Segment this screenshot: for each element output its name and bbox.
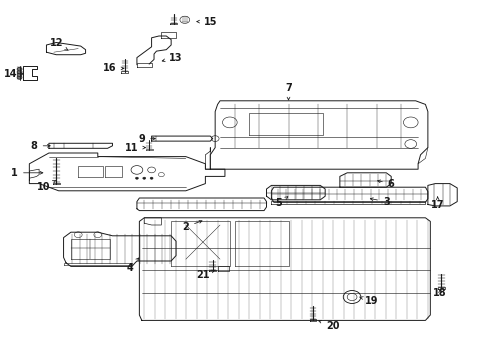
Text: 13: 13: [162, 53, 183, 63]
Circle shape: [17, 70, 22, 74]
Text: 17: 17: [430, 197, 444, 210]
Circle shape: [142, 177, 145, 179]
Circle shape: [17, 76, 22, 79]
Text: 3: 3: [369, 197, 389, 207]
Text: 18: 18: [432, 288, 446, 298]
Text: 8: 8: [31, 141, 50, 151]
Circle shape: [135, 177, 138, 179]
Text: 11: 11: [125, 143, 145, 153]
Text: 20: 20: [318, 320, 339, 331]
Text: 19: 19: [359, 296, 378, 306]
Text: 15: 15: [196, 17, 217, 27]
Text: 21: 21: [196, 270, 215, 280]
Text: 1: 1: [11, 168, 43, 178]
Text: 9: 9: [138, 134, 155, 144]
Circle shape: [17, 67, 22, 71]
Text: 7: 7: [285, 83, 291, 100]
Circle shape: [150, 177, 153, 179]
Text: 10: 10: [37, 180, 56, 192]
Circle shape: [17, 73, 22, 76]
Text: 2: 2: [182, 221, 202, 232]
Text: 12: 12: [49, 38, 68, 50]
Text: 16: 16: [103, 63, 123, 73]
Text: 4: 4: [126, 258, 139, 273]
Text: 5: 5: [275, 197, 287, 208]
Text: 6: 6: [377, 179, 394, 189]
Text: 14: 14: [4, 69, 23, 79]
